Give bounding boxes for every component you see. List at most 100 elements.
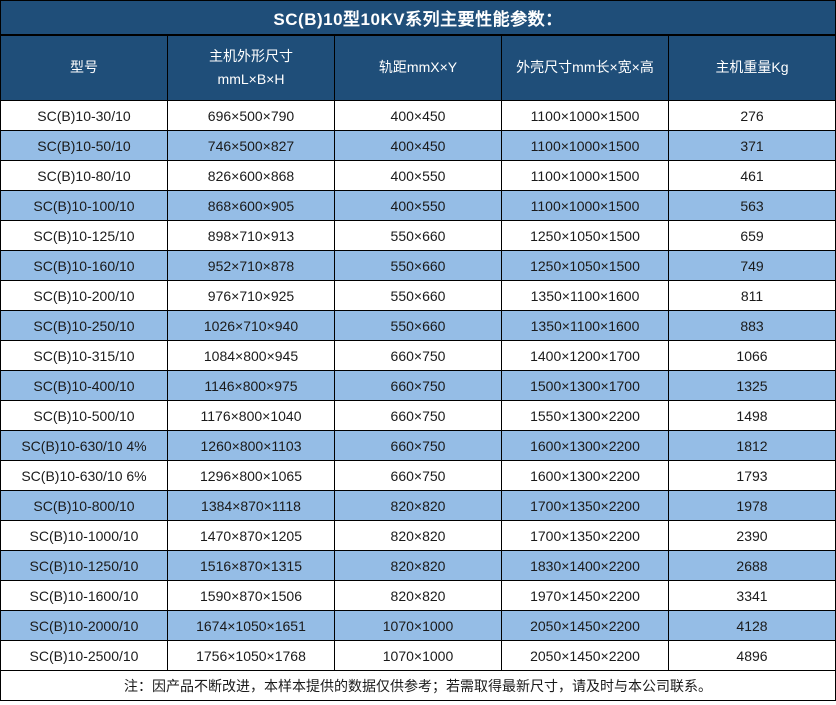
table-cell: 4128 bbox=[668, 610, 836, 641]
table-cell: 276 bbox=[668, 100, 836, 131]
table-cell: 1100×1000×1500 bbox=[501, 130, 669, 161]
table-cell: 811 bbox=[668, 280, 836, 311]
column-header-main-dimensions: 主机外形尺寸 mmL×B×H bbox=[167, 34, 335, 101]
table-cell: SC(B)10-630/10 4% bbox=[0, 430, 168, 461]
table-cell: 2050×1450×2200 bbox=[501, 610, 669, 641]
column-header-enclosure-dimensions-label: 外壳尺寸mm长×宽×高 bbox=[516, 59, 654, 76]
table-title: SC(B)10型10KV系列主要性能参数： bbox=[0, 0, 836, 36]
table-row: SC(B)10-2000/10 1674×1050×1651 1070×1000 20… bbox=[0, 610, 836, 641]
table-cell: 820×820 bbox=[334, 520, 502, 551]
column-header-main-dimensions-line2: mmL×B×H bbox=[217, 70, 285, 87]
column-header-weight-label: 主机重量Kg bbox=[715, 59, 789, 76]
table-row: SC(B)10-1000/10 1470×870×1205 820×820 1700×… bbox=[0, 520, 836, 551]
table-cell: 550×660 bbox=[334, 220, 502, 251]
table-cell: SC(B)10-630/10 6% bbox=[0, 460, 168, 491]
table-cell: SC(B)10-2000/10 bbox=[0, 610, 168, 641]
table-row: SC(B)10-50/10 746×500×827 400×450 1100×1000… bbox=[0, 130, 836, 161]
table-cell: 1700×1350×2200 bbox=[501, 490, 669, 521]
table-cell: 3341 bbox=[668, 580, 836, 611]
table-cell: SC(B)10-250/10 bbox=[0, 310, 168, 341]
table-cell: 1812 bbox=[668, 430, 836, 461]
table-row: SC(B)10-30/10 696×500×790 400×450 1100×1000… bbox=[0, 100, 836, 131]
table-cell: 1550×1300×2200 bbox=[501, 400, 669, 431]
table-cell: 1100×1000×1500 bbox=[501, 100, 669, 131]
table-cell: 400×450 bbox=[334, 100, 502, 131]
table-cell: 1830×1400×2200 bbox=[501, 550, 669, 581]
table-body: SC(B)10-30/10 696×500×790 400×450 1100×1000… bbox=[0, 100, 836, 671]
table-cell: 400×550 bbox=[334, 190, 502, 221]
table-cell: 1600×1300×2200 bbox=[501, 430, 669, 461]
table-row: SC(B)10-630/10 6% 1296×800×1065 660×750 160… bbox=[0, 460, 836, 491]
table-row: SC(B)10-125/10 898×710×913 550×660 1250×105… bbox=[0, 220, 836, 251]
column-header-model-label: 型号 bbox=[70, 59, 98, 76]
table-cell: 746×500×827 bbox=[167, 130, 335, 161]
table-row: SC(B)10-1250/10 1516×870×1315 820×820 1830×… bbox=[0, 550, 836, 581]
table-cell: 1026×710×940 bbox=[167, 310, 335, 341]
table-cell: 1470×870×1205 bbox=[167, 520, 335, 551]
table-cell: 1500×1300×1700 bbox=[501, 370, 669, 401]
table-cell: SC(B)10-400/10 bbox=[0, 370, 168, 401]
table-cell: 1590×870×1506 bbox=[167, 580, 335, 611]
table-cell: SC(B)10-500/10 bbox=[0, 400, 168, 431]
table-cell: 820×820 bbox=[334, 550, 502, 581]
table-cell: 1756×1050×1768 bbox=[167, 640, 335, 671]
table-cell: 461 bbox=[668, 160, 836, 191]
column-header-rail-gauge: 轨距mmX×Y bbox=[334, 34, 502, 101]
table-foot: 注：因产品不断改进，本样本提供的数据仅供参考；若需取得最新尺寸，请及时与本公司联… bbox=[0, 670, 836, 701]
table-cell: 660×750 bbox=[334, 400, 502, 431]
table-row: SC(B)10-630/10 4% 1260×800×1103 660×750 160… bbox=[0, 430, 836, 461]
table-cell: 4896 bbox=[668, 640, 836, 671]
note-row: 注：因产品不断改进，本样本提供的数据仅供参考；若需取得最新尺寸，请及时与本公司联… bbox=[0, 670, 836, 701]
table-cell: 550×660 bbox=[334, 280, 502, 311]
table-cell: 1600×1300×2200 bbox=[501, 460, 669, 491]
column-header-rail-gauge-label: 轨距mmX×Y bbox=[378, 59, 458, 76]
table-cell: 952×710×878 bbox=[167, 250, 335, 281]
table-cell: 820×820 bbox=[334, 580, 502, 611]
table-cell: 660×750 bbox=[334, 370, 502, 401]
table-cell: SC(B)10-315/10 bbox=[0, 340, 168, 371]
table-cell: 868×600×905 bbox=[167, 190, 335, 221]
table-cell: 1146×800×975 bbox=[167, 370, 335, 401]
table-cell: 1793 bbox=[668, 460, 836, 491]
table-cell: 400×550 bbox=[334, 160, 502, 191]
table-cell: SC(B)10-80/10 bbox=[0, 160, 168, 191]
table-cell: SC(B)10-160/10 bbox=[0, 250, 168, 281]
table-row: SC(B)10-250/10 1026×710×940 550×660 1350×11… bbox=[0, 310, 836, 341]
table-row: SC(B)10-100/10 868×600×905 400×550 1100×100… bbox=[0, 190, 836, 221]
table-cell: 1084×800×945 bbox=[167, 340, 335, 371]
table-cell: 1100×1000×1500 bbox=[501, 190, 669, 221]
table-cell: 696×500×790 bbox=[167, 100, 335, 131]
table-cell: 660×750 bbox=[334, 340, 502, 371]
table-cell: 1978 bbox=[668, 490, 836, 521]
table-cell: 1100×1000×1500 bbox=[501, 160, 669, 191]
table-cell: 2688 bbox=[668, 550, 836, 581]
table-cell: 1350×1100×1600 bbox=[501, 310, 669, 341]
table-cell: SC(B)10-1600/10 bbox=[0, 580, 168, 611]
table-cell: 976×710×925 bbox=[167, 280, 335, 311]
footnote: 注：因产品不断改进，本样本提供的数据仅供参考；若需取得最新尺寸，请及时与本公司联… bbox=[0, 670, 836, 701]
table-cell: 1384×870×1118 bbox=[167, 490, 335, 521]
table-cell: 550×660 bbox=[334, 310, 502, 341]
table-cell: 826×600×868 bbox=[167, 160, 335, 191]
table-cell: SC(B)10-200/10 bbox=[0, 280, 168, 311]
table-cell: SC(B)10-2500/10 bbox=[0, 640, 168, 671]
table-cell: 898×710×913 bbox=[167, 220, 335, 251]
table-cell: 1260×800×1103 bbox=[167, 430, 335, 461]
table-cell: 659 bbox=[668, 220, 836, 251]
table-cell: SC(B)10-1250/10 bbox=[0, 550, 168, 581]
column-header-enclosure-dimensions: 外壳尺寸mm长×宽×高 bbox=[501, 34, 669, 101]
table-cell: SC(B)10-50/10 bbox=[0, 130, 168, 161]
table-cell: SC(B)10-1000/10 bbox=[0, 520, 168, 551]
table-cell: 400×450 bbox=[334, 130, 502, 161]
table-row: SC(B)10-2500/10 1756×1050×1768 1070×1000 20… bbox=[0, 640, 836, 671]
table-cell: SC(B)10-125/10 bbox=[0, 220, 168, 251]
column-header-model: 型号 bbox=[0, 34, 168, 101]
title-row: SC(B)10型10KV系列主要性能参数： bbox=[0, 0, 836, 36]
table-cell: 1400×1200×1700 bbox=[501, 340, 669, 371]
table-cell: 2390 bbox=[668, 520, 836, 551]
table-cell: 1070×1000 bbox=[334, 610, 502, 641]
table-row: SC(B)10-160/10 952×710×878 550×660 1250×105… bbox=[0, 250, 836, 281]
table-cell: 1176×800×1040 bbox=[167, 400, 335, 431]
table-cell: 883 bbox=[668, 310, 836, 341]
